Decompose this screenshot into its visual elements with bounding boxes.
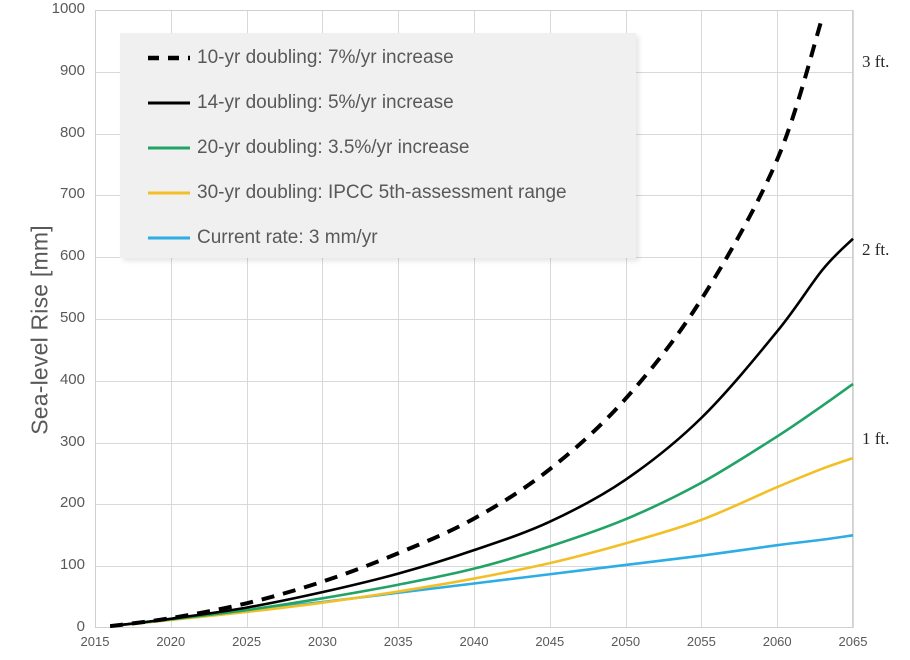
x-axis-tick-label: 2055 (686, 634, 716, 649)
legend-color-swatch (147, 137, 191, 159)
series-line (110, 456, 854, 628)
y-axis-tick-label: 200 (59, 494, 85, 512)
x-axis-tick-label: 2020 (156, 634, 186, 649)
feet-annotation: 3 ft. (862, 52, 890, 72)
y-axis-tick-label: 600 (59, 247, 85, 265)
legend-item: Current rate: 3 mm/yr (120, 215, 636, 260)
x-axis-tick-label: 2045 (535, 634, 565, 649)
data-series-layer (109, 15, 854, 629)
legend-color-swatch (147, 227, 191, 249)
legend-color-swatch (147, 182, 191, 204)
y-axis-tick-label: 0 (76, 618, 85, 635)
x-axis-tick-label: 2065 (838, 634, 868, 649)
x-axis-tick-label: 2040 (459, 634, 489, 649)
y-axis-tick-label: 800 (59, 123, 85, 141)
y-axis-tick-label: 300 (59, 432, 85, 450)
x-axis-tick-label: 2030 (307, 634, 337, 649)
x-axis-tick-label: 2025 (232, 634, 262, 649)
legend-item-label: Current rate: 3 mm/yr (197, 226, 378, 248)
legend-color-swatch (147, 92, 191, 114)
x-axis-tick-label: 2035 (383, 634, 413, 649)
series-line (109, 15, 825, 629)
y-axis-tick-label: 1000 (51, 0, 85, 17)
y-axis-tick-label: 400 (59, 370, 85, 388)
y-axis-tick-label: 100 (59, 556, 85, 574)
x-axis-tick-label: 2060 (762, 634, 792, 649)
legend-item: 14-yr doubling: 5%/yr increase (120, 80, 636, 125)
chart-legend: 10-yr doubling: 7%/yr increase 14-yr doub… (120, 33, 636, 258)
feet-annotation: 2 ft. (862, 240, 890, 260)
legend-item-label: 14-yr doubling: 5%/yr increase (197, 91, 454, 113)
legend-item: 20-yr doubling: 3.5%/yr increase (120, 125, 636, 170)
x-axis-tick-label: 2050 (611, 634, 641, 649)
legend-item-label: 20-yr doubling: 3.5%/yr increase (197, 136, 470, 158)
legend-item: 10-yr doubling: 7%/yr increase (120, 35, 636, 80)
legend-item: 30-yr doubling: IPCC 5th-assessment rang… (120, 170, 636, 215)
legend-item-label: 30-yr doubling: IPCC 5th-assessment rang… (197, 181, 567, 203)
series-line (110, 237, 854, 628)
legend-item-label: 10-yr doubling: 7%/yr increase (197, 46, 454, 68)
feet-annotation: 1 ft. (862, 428, 890, 448)
y-axis-tick-label: 900 (59, 61, 85, 79)
x-axis-tick-label: 2015 (80, 634, 110, 649)
legend-color-swatch (147, 47, 191, 69)
series-line (110, 382, 854, 628)
y-axis-tick-label: 700 (59, 185, 85, 203)
y-axis-tick-label: 500 (59, 309, 85, 326)
plot-area-border (95, 10, 853, 628)
